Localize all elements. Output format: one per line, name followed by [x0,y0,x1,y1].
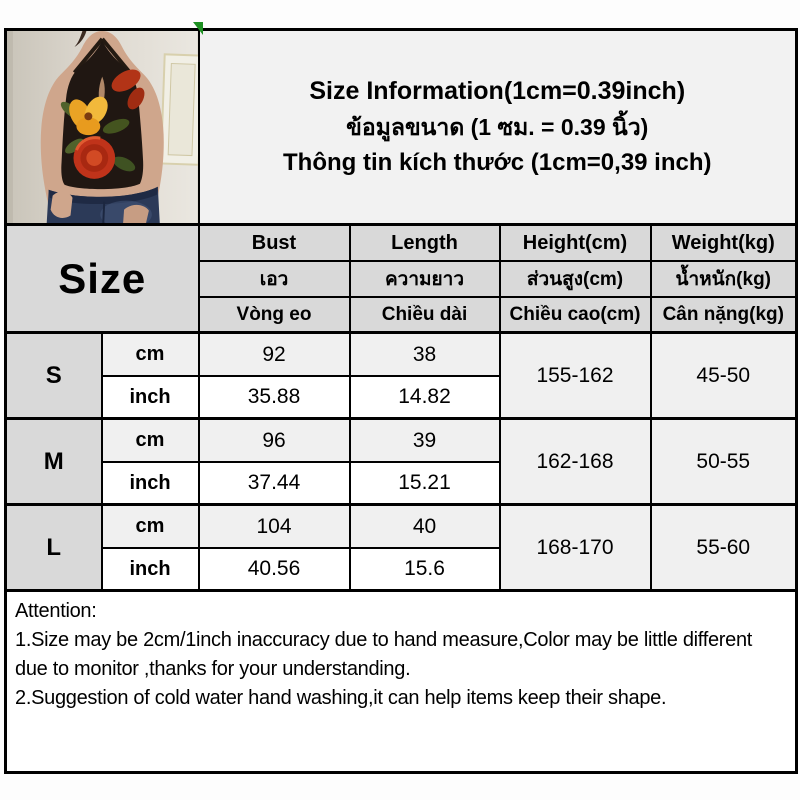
header-height-vi: Chiều cao(cm) [498,295,652,334]
title-english: Size Information(1cm=0.39inch) [309,77,686,106]
green-corner-marker [193,22,203,35]
attention-note: Attention: 1.Size may be 2cm/1inch inacc… [4,589,798,774]
size-table: Size Information(1cm=0.39inch) ข้อมูลขนา… [4,28,799,775]
unit-cm-label-s: cm [100,331,200,377]
header-length-vi: Chiều dài [348,295,501,334]
header-bust-vi: Vòng eo [197,295,351,334]
s-bust-inch: 35.88 [197,374,351,420]
attention-title: Attention: [15,600,97,623]
l-weight-range: 55-60 [649,503,798,592]
size-column-header: Size [4,223,200,334]
unit-cm-label-m: cm [100,417,200,463]
size-label-m: M [4,417,103,506]
product-photo-illustration [7,31,198,224]
m-weight-range: 50-55 [649,417,798,506]
unit-cm-label-l: cm [100,503,200,549]
l-bust-inch: 40.56 [197,546,351,592]
m-height-range: 162-168 [498,417,652,506]
s-length-inch: 14.82 [348,374,501,420]
header-height-th: ส่วนสูง(cm) [498,259,652,298]
l-height-range: 168-170 [498,503,652,592]
size-chart-sheet: Size Information(1cm=0.39inch) ข้อมูลขนา… [4,28,799,775]
picture-frame [159,53,198,166]
header-weight-vi: Cân nặng(kg) [649,295,798,334]
size-label-l: L [4,503,103,592]
header-length-th: ความยาว [348,259,501,298]
s-height-range: 155-162 [498,331,652,420]
m-length-inch: 15.21 [348,460,501,506]
header-bust-en: Bust [197,223,351,262]
title-thai: ข้อมูลขนาด (1 ซม. = 0.39 นิ้ว) [346,114,649,141]
s-weight-range: 45-50 [649,331,798,420]
s-length-cm: 38 [348,331,501,377]
s-bust-cm: 92 [197,331,351,377]
unit-inch-label-l: inch [100,546,200,592]
size-label-s: S [4,331,103,420]
m-bust-cm: 96 [197,417,351,463]
product-photo [4,28,200,226]
title-vietnamese: Thông tin kích thước (1cm=0,39 inch) [283,149,712,177]
m-length-cm: 39 [348,417,501,463]
header-weight-en: Weight(kg) [649,223,798,262]
unit-inch-label-m: inch [100,460,200,506]
header-height-en: Height(cm) [498,223,652,262]
header-bust-th: เอว [197,259,351,298]
m-bust-inch: 37.44 [197,460,351,506]
l-length-cm: 40 [348,503,501,549]
attention-line-1: 1.Size may be 2cm/1inch inaccuracy due t… [15,629,753,681]
title-cell: Size Information(1cm=0.39inch) ข้อมูลขนา… [197,28,798,226]
header-length-en: Length [348,223,501,262]
model-figure [40,31,164,224]
flower-print [60,69,145,179]
header-weight-th: น้ำหนัก(kg) [649,259,798,298]
l-bust-cm: 104 [197,503,351,549]
l-length-inch: 15.6 [348,546,501,592]
attention-line-2: 2.Suggestion of cold water hand washing,… [15,687,667,710]
unit-inch-label-s: inch [100,374,200,420]
